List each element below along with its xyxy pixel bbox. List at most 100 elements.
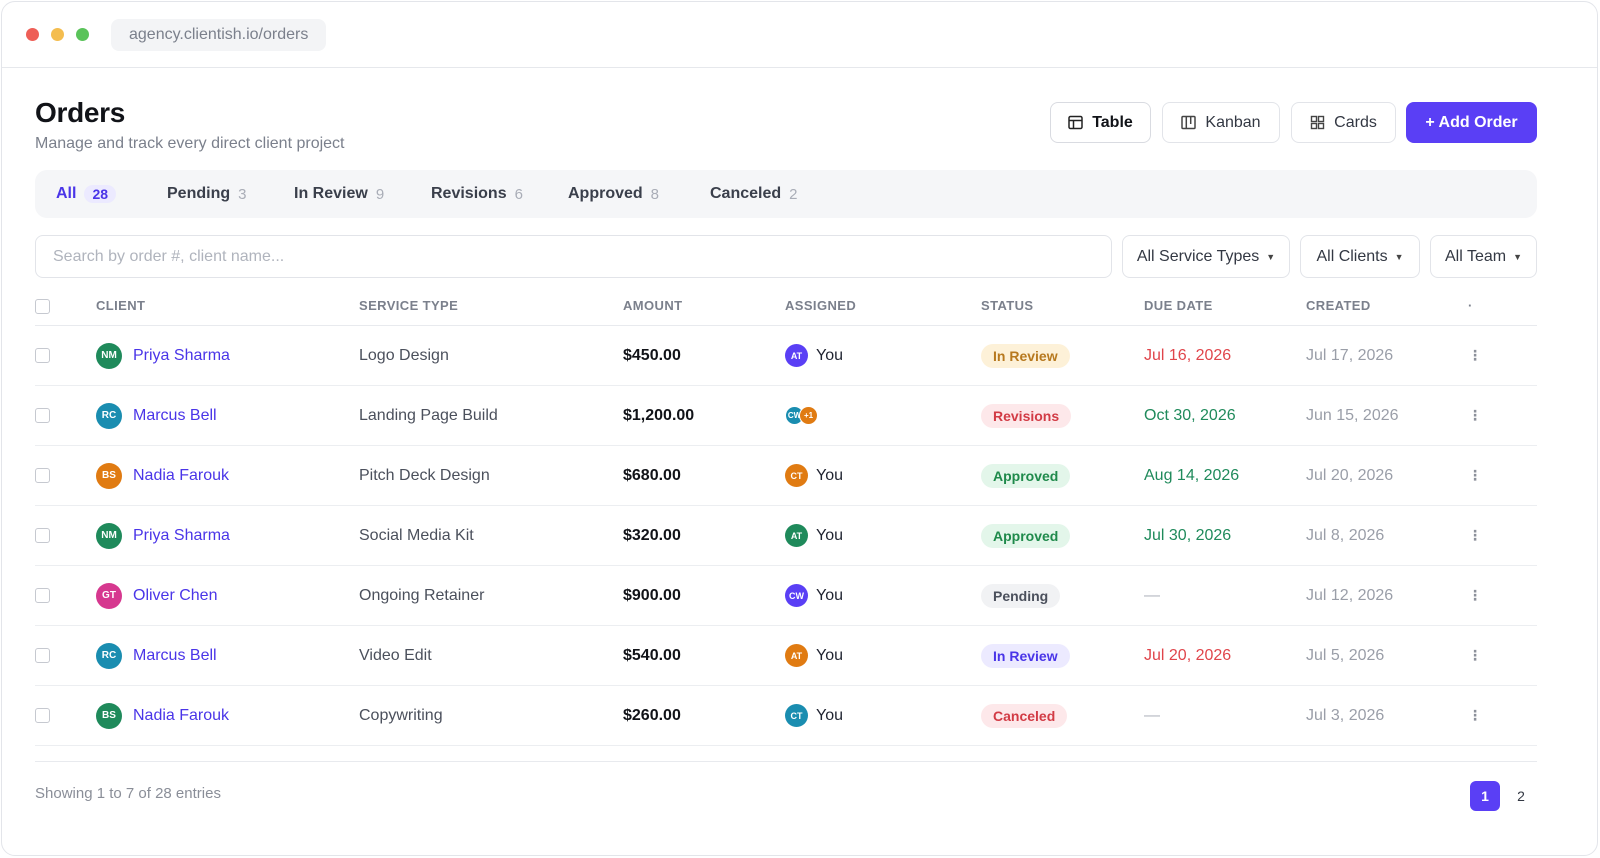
tab-canceled[interactable]: Canceled 2 [710,170,797,218]
minimize-window-dot[interactable] [51,28,64,41]
service-type-filter[interactable]: All Service Types ▼ [1122,235,1290,278]
avatar: RC [96,402,122,429]
client-name-link[interactable]: Nadia Farouk [133,466,230,484]
tab-count: 2 [789,185,798,203]
kebab-icon[interactable]: ⋮ [1468,407,1482,423]
tab-all[interactable]: All 28 [56,170,117,218]
page-1-button[interactable]: 1 [1470,781,1500,811]
table-row[interactable]: RC Marcus Bell Landing Page Build $1,200.00… [35,386,1537,446]
tab-approved[interactable]: Approved 8 [568,170,659,218]
service-type-filter-label: All Service Types [1136,247,1260,265]
clients-filter[interactable]: All Clients ▼ [1300,235,1420,278]
address-bar[interactable]: agency.clientish.io/orders [111,19,327,51]
column-service-type[interactable]: SERVICE TYPE [359,298,459,313]
tab-count: 9 [375,185,385,203]
assignee-name: You [816,586,843,604]
status-badge: Canceled [981,703,1068,728]
assignee-stack[interactable]: CW +1 [785,406,818,425]
kebab-icon[interactable]: ⋮ [1468,707,1482,723]
kebab-icon[interactable]: ⋮ [1468,527,1482,543]
grid-icon [1310,115,1325,130]
entries-summary: Showing 1 to 7 of 28 entries [35,785,221,802]
row-checkbox[interactable] [35,588,50,603]
status-cell: In Review [981,626,1070,685]
column-client[interactable]: CLIENT [96,298,146,313]
status-cell: In Review [981,326,1070,385]
column-created[interactable]: CREATED [1306,298,1371,313]
kebab-icon[interactable]: ⋮ [1468,347,1482,363]
column-due-date[interactable]: DUE DATE [1144,298,1213,313]
view-kanban-button[interactable]: Kanban [1162,102,1280,143]
browser-chrome: agency.clientish.io/orders [2,2,1597,68]
page-2-button[interactable]: 2 [1517,788,1525,804]
assignee-name: You [816,466,843,484]
client-name-link[interactable]: Priya Sharma [133,346,230,364]
row-checkbox[interactable] [35,528,50,543]
client-name-link[interactable]: Priya Sharma [133,526,230,544]
team-filter-label: All Team [1445,247,1507,265]
row-select-cell [35,566,50,625]
client-name-link[interactable]: Nadia Farouk [133,706,230,724]
client-name-link[interactable]: Oliver Chen [133,586,218,604]
column-actions: · [1468,298,1473,313]
view-cards-button[interactable]: Cards [1291,102,1396,143]
tab-revisions[interactable]: Revisions 6 [431,170,523,218]
table-row[interactable]: BS Nadia Farouk Copywriting $260.00 CT You Can… [35,686,1537,746]
column-status[interactable]: STATUS [981,298,1034,313]
amount: $450.00 [623,346,681,364]
column-amount[interactable]: AMOUNT [623,298,683,313]
add-order-button[interactable]: + Add Order [1406,102,1537,143]
kebab-icon[interactable]: ⋮ [1468,647,1482,663]
view-table-button[interactable]: Table [1050,102,1151,143]
kanban-icon [1181,115,1197,130]
caret-down-icon: ▼ [1266,251,1276,262]
assigned-cell: CW +1 [785,386,818,445]
amount: $540.00 [623,646,681,664]
row-select-cell [35,326,50,385]
table-row[interactable]: GT Oliver Chen Ongoing Retainer $900.00 CW Yo… [35,566,1537,626]
table-row[interactable]: NM Priya Sharma Logo Design $450.00 AT You In … [35,326,1537,386]
amount: $320.00 [623,526,681,544]
row-checkbox[interactable] [35,348,50,363]
table-row[interactable]: RC Marcus Bell Video Edit $540.00 AT You In Re… [35,626,1537,686]
service-type: Landing Page Build [359,406,498,424]
assigned-cell: AT You [785,626,843,685]
column-assigned[interactable]: ASSIGNED [785,298,857,313]
avatar: GT [96,582,122,609]
view-table-label: Table [1092,113,1133,131]
close-window-dot[interactable] [26,28,39,41]
service-type: Logo Design [359,346,449,364]
assignee-avatar: +1 [799,406,818,425]
tab-in-review[interactable]: In Review 9 [294,170,384,218]
maximize-window-dot[interactable] [76,28,89,41]
kebab-icon[interactable]: ⋮ [1468,587,1482,603]
avatar: NM [96,342,122,369]
created-date: Jul 3, 2026 [1306,706,1385,724]
table-body: NM Priya Sharma Logo Design $450.00 AT You In … [35,326,1537,746]
row-checkbox[interactable] [35,468,50,483]
status-cell: Revisions [981,386,1072,445]
service-type: Pitch Deck Design [359,466,490,484]
row-checkbox[interactable] [35,408,50,423]
table-row[interactable]: NM Priya Sharma Social Media Kit $320.00 AT Y… [35,506,1537,566]
assignee-name: You [816,646,843,664]
client-name-link[interactable]: Marcus Bell [133,406,217,424]
assignee-avatar: AT [785,524,808,547]
select-all-checkbox[interactable] [35,298,50,314]
team-filter[interactable]: All Team ▼ [1430,235,1537,278]
kebab-icon[interactable]: ⋮ [1468,467,1482,483]
due-date: — [1144,586,1160,604]
status-badge: Approved [981,523,1071,548]
due-date: Aug 14, 2026 [1144,466,1240,484]
row-checkbox[interactable] [35,648,50,663]
client-name-link[interactable]: Marcus Bell [133,646,217,664]
tab-pending[interactable]: Pending 3 [167,170,246,218]
service-type: Ongoing Retainer [359,586,485,604]
table-row[interactable]: BS Nadia Farouk Pitch Deck Design $680.00 CT… [35,446,1537,506]
status-cell: Pending [981,566,1061,625]
row-checkbox[interactable] [35,708,50,723]
page-subtitle: Manage and track every direct client pro… [35,135,345,152]
caret-down-icon: ▼ [1394,251,1404,262]
search-input[interactable] [35,235,1112,278]
